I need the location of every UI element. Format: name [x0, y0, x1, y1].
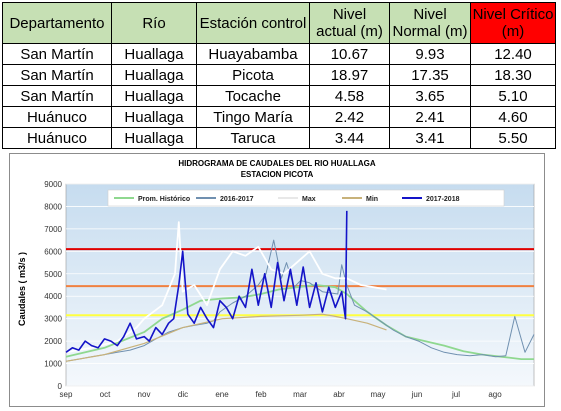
table-row: San Martín Huallaga Huayabamba 10.67 9.9…: [2, 43, 556, 65]
header-label: Normal (m): [392, 23, 468, 40]
header-departamento: Departamento: [2, 2, 112, 44]
cell-departamento: San Martín: [2, 43, 112, 65]
hydrograph-svg: 0 1000 2000 3000 4000 5000 6000 7000 8000 9000 sep…: [17, 159, 535, 399]
x-tick-label: jun: [411, 390, 423, 399]
legend-label: Min: [366, 196, 378, 203]
y-tick-label: 7000: [44, 225, 62, 234]
header-label: Departamento: [9, 14, 105, 32]
legend-label: 2016-2017: [220, 196, 254, 203]
cell-rio: Huallaga: [111, 43, 197, 65]
table-header-row: Departamento Río Estación control Nivel a…: [2, 2, 556, 44]
y-tick-label: 5000: [44, 270, 62, 279]
y-tick-label: 9000: [44, 180, 62, 189]
cell-departamento: San Martín: [2, 64, 112, 86]
cell-nivel-actual: 2.42: [309, 106, 390, 128]
header-label: Nivel: [332, 6, 367, 23]
hydrograph-chart: 0 1000 2000 3000 4000 5000 6000 7000 8000 9000 sep…: [9, 153, 545, 407]
cell-nivel-critico: 5.50: [470, 127, 556, 149]
cell-nivel-normal: 9.93: [389, 43, 471, 65]
cell-departamento: Huánuco: [2, 127, 112, 149]
cell-nivel-critico: 5.10: [470, 85, 556, 107]
cell-nivel-normal: 2.41: [389, 106, 471, 128]
cell-rio: Huallaga: [111, 106, 197, 128]
cell-nivel-critico: 12.40: [470, 43, 556, 65]
series-line: [65, 284, 534, 361]
chart-title: HIDROGRAMA DE CAUDALES DEL RIO HUALLAGA: [178, 159, 376, 168]
axes: 0 1000 2000 3000 4000 5000 6000 7000 8000 9000 sep…: [44, 180, 502, 399]
x-tick-label: ene: [215, 390, 229, 399]
river-levels-table: Departamento Río Estación control Nivel a…: [2, 2, 556, 149]
cell-estacion: Picota: [196, 64, 310, 86]
cell-nivel-critico: 18.30: [470, 64, 556, 86]
header-nivel-actual: Nivel actual (m): [309, 2, 390, 44]
cell-rio: Huallaga: [111, 127, 197, 149]
legend-label: 2017-2018: [426, 196, 460, 203]
cell-estacion: Huayabamba: [196, 43, 310, 65]
cell-departamento: San Martín: [2, 85, 112, 107]
series-line: [65, 313, 387, 362]
cell-estacion: Tocache: [196, 85, 310, 107]
table-row: Huánuco Huallaga Tingo María 2.42 2.41 4…: [2, 106, 556, 128]
chart-legend: Prom. Histórico 2016-2017 Max Min 2017-2018: [107, 189, 505, 207]
header-label: Nivel Crítico: [472, 6, 554, 23]
chart-subtitle: ESTACION PICOTA: [241, 170, 314, 179]
legend-label: Max: [302, 196, 316, 203]
cell-nivel-normal: 3.41: [389, 127, 471, 149]
y-tick-label: 0: [58, 382, 63, 391]
header-rio: Río: [111, 2, 197, 44]
cell-nivel-normal: 17.35: [389, 64, 471, 86]
x-tick-label: ago: [488, 390, 502, 399]
y-tick-label: 3000: [44, 315, 62, 324]
x-tick-label: nov: [138, 390, 151, 399]
x-tick-label: sep: [60, 390, 73, 399]
header-label: (m): [501, 23, 525, 40]
series-line: [65, 221, 387, 354]
cell-nivel-actual: 18.97: [309, 64, 390, 86]
legend-box: [107, 189, 505, 207]
header-label: Estación control: [199, 14, 307, 32]
cell-nivel-normal: 3.65: [389, 85, 471, 107]
header-label: Nivel: [413, 6, 447, 23]
x-tick-label: dic: [178, 390, 188, 399]
cell-estacion: Taruca: [196, 127, 310, 149]
header-nivel-critico: Nivel Crítico (m): [470, 2, 556, 44]
cell-nivel-actual: 10.67: [309, 43, 390, 65]
x-tick-label: may: [370, 390, 385, 399]
y-tick-label: 8000: [44, 202, 62, 211]
series-line: [65, 210, 348, 353]
cell-estacion: Tingo María: [196, 106, 310, 128]
header-nivel-normal: Nivel Normal (m): [389, 2, 471, 44]
x-tick-label: mar: [293, 390, 307, 399]
cell-nivel-actual: 4.58: [309, 85, 390, 107]
cell-nivel-actual: 3.44: [309, 127, 390, 149]
header-label: actual (m): [316, 23, 383, 40]
y-tick-label: 4000: [44, 292, 62, 301]
header-label: Río: [142, 14, 166, 32]
x-tick-label: feb: [255, 390, 267, 399]
table-row: Huánuco Huallaga Taruca 3.44 3.41 5.50: [2, 127, 556, 149]
gridlines: [66, 183, 534, 387]
series-lines: [65, 210, 535, 362]
x-tick-label: jul: [451, 390, 460, 399]
legend-label: Prom. Histórico: [138, 196, 190, 203]
y-tick-label: 2000: [44, 337, 62, 346]
y-tick-label: 1000: [44, 360, 62, 369]
cell-nivel-critico: 4.60: [470, 106, 556, 128]
cell-rio: Huallaga: [111, 85, 197, 107]
y-tick-label: 6000: [44, 247, 62, 256]
table-row: San Martín Huallaga Tocache 4.58 3.65 5.…: [2, 85, 556, 107]
cell-rio: Huallaga: [111, 64, 197, 86]
x-tick-label: oct: [100, 390, 111, 399]
x-tick-label: abr: [333, 390, 345, 399]
cell-departamento: Huánuco: [2, 106, 112, 128]
table-row: San Martín Huallaga Picota 18.97 17.35 1…: [2, 64, 556, 86]
y-axis-label: Caudales ( m3/s ): [17, 252, 27, 326]
header-estacion: Estación control: [196, 2, 310, 44]
